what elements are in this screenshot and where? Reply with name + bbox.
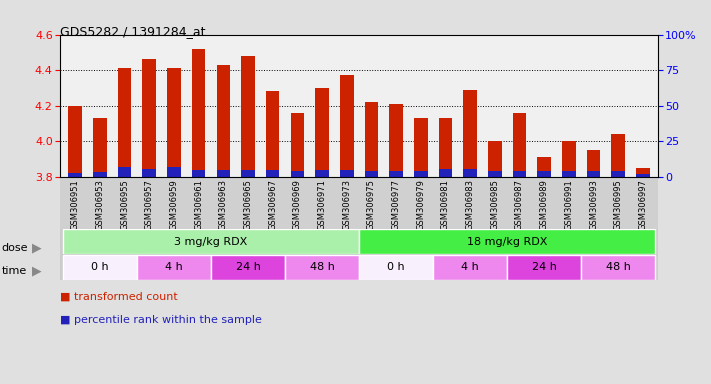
Text: GSM306957: GSM306957 xyxy=(145,179,154,230)
Bar xyxy=(587,170,600,177)
Text: ■ percentile rank within the sample: ■ percentile rank within the sample xyxy=(60,315,262,325)
Bar xyxy=(167,167,181,177)
Bar xyxy=(315,170,328,177)
Text: 48 h: 48 h xyxy=(309,262,334,272)
Bar xyxy=(315,88,328,177)
Bar xyxy=(359,255,433,280)
Bar xyxy=(464,169,477,177)
Text: 48 h: 48 h xyxy=(606,262,631,272)
Text: GSM306997: GSM306997 xyxy=(638,179,648,230)
Text: GSM306961: GSM306961 xyxy=(194,179,203,230)
Text: GSM306973: GSM306973 xyxy=(342,179,351,230)
Bar xyxy=(513,170,526,177)
Text: GSM306995: GSM306995 xyxy=(614,179,623,230)
Text: GSM306971: GSM306971 xyxy=(318,179,326,230)
Text: 4 h: 4 h xyxy=(165,262,183,272)
Bar xyxy=(340,170,353,177)
Text: ▶: ▶ xyxy=(32,241,42,254)
Text: GSM306951: GSM306951 xyxy=(70,179,80,230)
Text: GSM306983: GSM306983 xyxy=(466,179,475,230)
Bar xyxy=(68,173,82,177)
Bar xyxy=(562,141,576,177)
Text: GSM306965: GSM306965 xyxy=(243,179,252,230)
Text: 4 h: 4 h xyxy=(461,262,479,272)
Bar xyxy=(562,170,576,177)
Bar xyxy=(587,150,600,177)
Bar xyxy=(340,76,353,177)
Bar xyxy=(217,170,230,177)
Bar xyxy=(390,104,403,177)
Bar xyxy=(433,255,507,280)
Bar xyxy=(167,68,181,177)
Text: 0 h: 0 h xyxy=(387,262,405,272)
Text: 24 h: 24 h xyxy=(532,262,557,272)
Bar xyxy=(439,118,452,177)
Bar xyxy=(142,169,156,177)
Bar xyxy=(93,118,107,177)
Bar xyxy=(636,174,650,177)
Text: GSM306989: GSM306989 xyxy=(540,179,549,230)
Bar xyxy=(581,255,656,280)
Bar xyxy=(365,170,378,177)
Text: GSM306993: GSM306993 xyxy=(589,179,598,230)
Bar xyxy=(63,229,359,254)
Bar xyxy=(414,118,427,177)
Text: GSM306953: GSM306953 xyxy=(95,179,105,230)
Text: ■ transformed count: ■ transformed count xyxy=(60,292,178,302)
Text: GSM306959: GSM306959 xyxy=(169,179,178,230)
Text: GSM306967: GSM306967 xyxy=(268,179,277,230)
Bar xyxy=(118,68,132,177)
Bar xyxy=(142,60,156,177)
Bar xyxy=(611,134,625,177)
Text: 0 h: 0 h xyxy=(91,262,109,272)
Bar xyxy=(513,113,526,177)
Text: GSM306963: GSM306963 xyxy=(219,179,228,230)
Text: GSM306969: GSM306969 xyxy=(293,179,302,230)
Text: GSM306975: GSM306975 xyxy=(367,179,376,230)
Bar xyxy=(488,141,501,177)
Bar xyxy=(285,255,359,280)
Bar xyxy=(241,56,255,177)
Bar xyxy=(611,170,625,177)
Bar xyxy=(63,255,137,280)
Bar xyxy=(93,172,107,177)
Bar xyxy=(192,170,205,177)
Bar xyxy=(538,157,551,177)
Bar xyxy=(217,65,230,177)
Bar xyxy=(414,170,427,177)
Text: GSM306991: GSM306991 xyxy=(565,179,573,230)
Text: 3 mg/kg RDX: 3 mg/kg RDX xyxy=(174,237,247,247)
Bar xyxy=(488,170,501,177)
Text: 18 mg/kg RDX: 18 mg/kg RDX xyxy=(467,237,547,247)
Text: GSM306981: GSM306981 xyxy=(441,179,450,230)
Text: GSM306987: GSM306987 xyxy=(515,179,524,230)
Bar xyxy=(365,102,378,177)
Bar xyxy=(359,229,656,254)
Text: GSM306979: GSM306979 xyxy=(416,179,425,230)
Bar xyxy=(241,170,255,177)
Bar xyxy=(118,167,132,177)
Bar xyxy=(439,169,452,177)
Bar xyxy=(291,113,304,177)
Bar xyxy=(291,170,304,177)
Text: GDS5282 / 1391284_at: GDS5282 / 1391284_at xyxy=(60,25,206,38)
Bar xyxy=(266,170,279,177)
Text: 24 h: 24 h xyxy=(235,262,260,272)
Bar xyxy=(636,168,650,177)
Text: GSM306955: GSM306955 xyxy=(120,179,129,230)
Text: GSM306977: GSM306977 xyxy=(392,179,400,230)
Bar xyxy=(211,255,285,280)
Bar xyxy=(68,106,82,177)
Bar xyxy=(507,255,581,280)
Text: time: time xyxy=(1,266,27,276)
Bar xyxy=(390,170,403,177)
Text: dose: dose xyxy=(1,243,28,253)
Text: ▶: ▶ xyxy=(32,264,42,277)
Bar xyxy=(464,90,477,177)
Bar xyxy=(192,49,205,177)
Text: GSM306985: GSM306985 xyxy=(491,179,499,230)
Bar xyxy=(137,255,211,280)
Bar xyxy=(266,91,279,177)
Bar xyxy=(538,170,551,177)
